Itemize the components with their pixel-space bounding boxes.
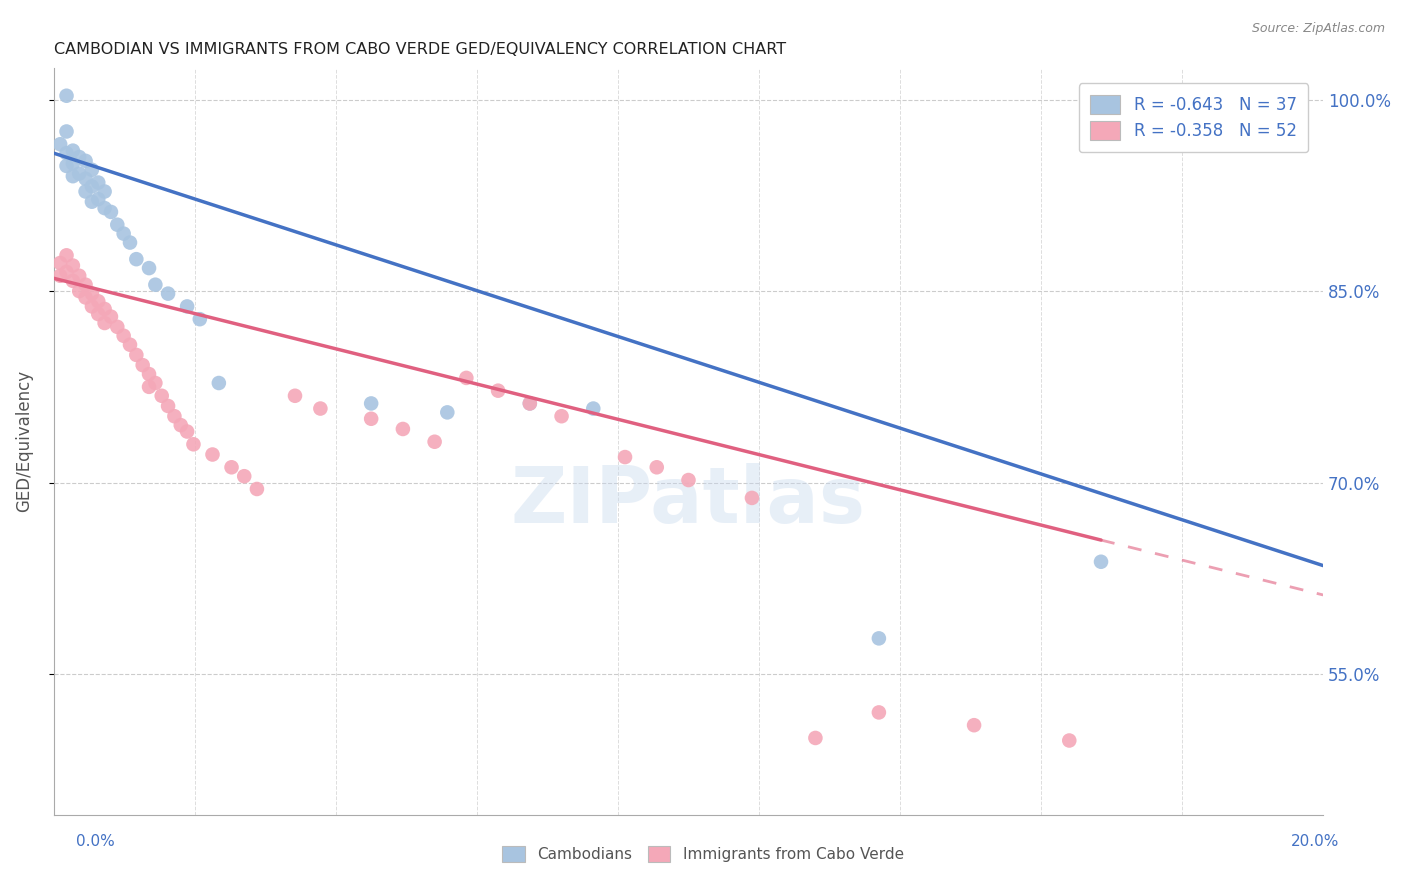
Legend: Cambodians, Immigrants from Cabo Verde: Cambodians, Immigrants from Cabo Verde	[496, 840, 910, 868]
Point	[55, 248, 77, 262]
Point	[150, 389, 173, 403]
Point	[100, 205, 122, 219]
Point	[80, 179, 103, 194]
Point	[67, 150, 90, 164]
Point	[112, 328, 135, 343]
Point	[67, 167, 90, 181]
Point	[360, 396, 382, 410]
Point	[62, 169, 84, 184]
Point	[423, 434, 446, 449]
Y-axis label: GED/Equivalency: GED/Equivalency	[15, 370, 32, 512]
Point	[93, 316, 115, 330]
Point	[62, 156, 84, 170]
Point	[93, 201, 115, 215]
Point	[112, 227, 135, 241]
Point	[62, 274, 84, 288]
Point	[582, 401, 605, 416]
Point	[741, 491, 763, 505]
Point	[201, 448, 224, 462]
Point	[93, 301, 115, 316]
Point	[284, 389, 307, 403]
Point	[145, 277, 167, 292]
Point	[118, 337, 141, 351]
Point	[309, 401, 332, 416]
Point	[55, 159, 77, 173]
Point	[436, 405, 458, 419]
Point	[87, 176, 110, 190]
Point	[456, 371, 478, 385]
Point	[80, 300, 103, 314]
Point	[125, 348, 148, 362]
Point	[75, 277, 97, 292]
Text: ZIPatlas: ZIPatlas	[510, 463, 866, 539]
Point	[87, 294, 110, 309]
Point	[80, 286, 103, 301]
Point	[105, 319, 128, 334]
Point	[55, 124, 77, 138]
Point	[131, 358, 153, 372]
Point	[486, 384, 509, 398]
Point	[360, 411, 382, 425]
Point	[55, 88, 77, 103]
Text: 20.0%: 20.0%	[1291, 834, 1339, 848]
Point	[1090, 555, 1112, 569]
Point	[645, 460, 668, 475]
Point	[868, 632, 890, 646]
Point	[125, 252, 148, 267]
Point	[62, 144, 84, 158]
Point	[105, 218, 128, 232]
Point	[55, 265, 77, 279]
Point	[49, 256, 72, 270]
Point	[183, 437, 205, 451]
Point	[138, 261, 160, 276]
Text: 0.0%: 0.0%	[76, 834, 115, 848]
Point	[80, 162, 103, 177]
Point	[176, 425, 198, 439]
Point	[208, 376, 231, 390]
Point	[87, 192, 110, 206]
Point	[246, 482, 269, 496]
Point	[176, 300, 198, 314]
Point	[100, 310, 122, 324]
Point	[67, 268, 90, 283]
Point	[868, 706, 890, 720]
Point	[138, 380, 160, 394]
Point	[157, 286, 180, 301]
Point	[188, 312, 211, 326]
Point	[87, 307, 110, 321]
Point	[233, 469, 256, 483]
Point	[62, 259, 84, 273]
Point	[75, 290, 97, 304]
Point	[221, 460, 243, 475]
Point	[49, 137, 72, 152]
Point	[145, 376, 167, 390]
Point	[678, 473, 700, 487]
Point	[80, 194, 103, 209]
Text: Source: ZipAtlas.com: Source: ZipAtlas.com	[1251, 22, 1385, 36]
Point	[550, 409, 572, 424]
Point	[804, 731, 827, 745]
Point	[519, 396, 541, 410]
Point	[163, 409, 186, 424]
Point	[67, 284, 90, 298]
Point	[118, 235, 141, 250]
Point	[93, 185, 115, 199]
Point	[392, 422, 415, 436]
Point	[75, 185, 97, 199]
Point	[138, 367, 160, 381]
Legend: R = -0.643   N = 37, R = -0.358   N = 52: R = -0.643 N = 37, R = -0.358 N = 52	[1078, 84, 1309, 152]
Point	[1059, 733, 1081, 747]
Point	[55, 146, 77, 161]
Text: CAMBODIAN VS IMMIGRANTS FROM CABO VERDE GED/EQUIVALENCY CORRELATION CHART: CAMBODIAN VS IMMIGRANTS FROM CABO VERDE …	[53, 42, 786, 57]
Point	[157, 399, 180, 413]
Point	[49, 268, 72, 283]
Point	[75, 171, 97, 186]
Point	[963, 718, 986, 732]
Point	[614, 450, 637, 464]
Point	[170, 418, 193, 433]
Point	[75, 153, 97, 168]
Point	[519, 396, 541, 410]
